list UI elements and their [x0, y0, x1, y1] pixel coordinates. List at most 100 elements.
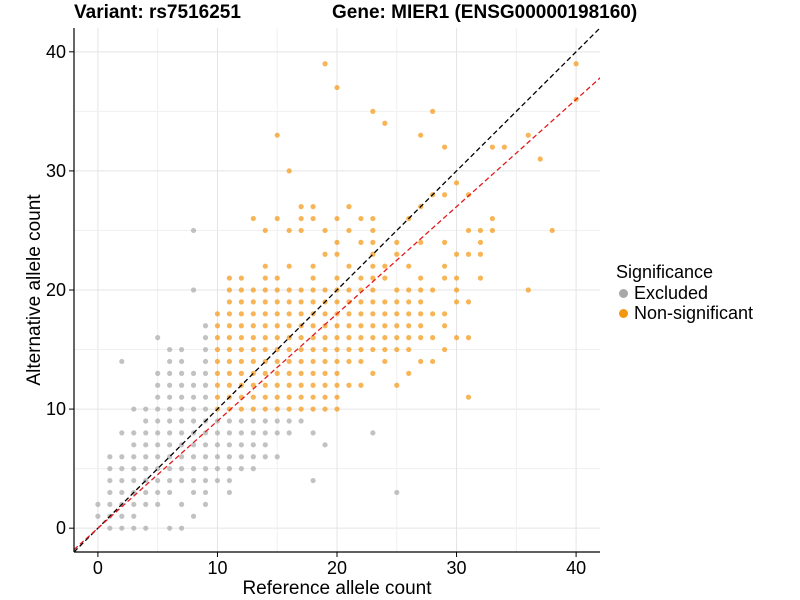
data-point-non-significant — [250, 299, 256, 305]
data-point-non-significant — [274, 370, 280, 376]
data-point-non-significant — [298, 335, 304, 341]
data-point-excluded — [262, 430, 268, 436]
data-point-non-significant — [310, 370, 316, 376]
data-point-non-significant — [334, 215, 340, 222]
data-point-non-significant — [226, 299, 233, 305]
data-point-excluded — [107, 501, 113, 507]
data-point-non-significant — [214, 346, 221, 353]
data-point-excluded — [202, 430, 209, 436]
data-point-excluded — [202, 406, 209, 412]
data-point-non-significant — [370, 311, 376, 317]
data-point-non-significant — [310, 382, 316, 388]
data-point-excluded — [143, 501, 149, 507]
data-point-excluded — [107, 477, 113, 484]
data-point-excluded — [238, 466, 244, 472]
data-point-excluded — [167, 477, 173, 484]
data-point-non-significant — [382, 120, 388, 126]
data-point-non-significant — [382, 346, 388, 353]
data-point-non-significant — [549, 227, 555, 234]
data-point-non-significant — [430, 335, 436, 341]
data-point-non-significant — [274, 299, 280, 305]
data-point-excluded — [107, 466, 113, 472]
y-tick-label: 0 — [56, 518, 66, 538]
data-point-non-significant — [238, 323, 244, 329]
data-point-excluded — [214, 442, 221, 448]
data-point-excluded — [131, 454, 137, 460]
data-point-excluded — [178, 418, 185, 424]
data-point-non-significant — [465, 192, 472, 198]
data-point-excluded — [131, 513, 137, 519]
data-point-excluded — [155, 430, 161, 436]
data-point-non-significant — [238, 370, 244, 376]
data-point-non-significant — [477, 227, 484, 234]
x-tick-label: 40 — [566, 558, 586, 578]
data-point-excluded — [322, 442, 328, 448]
data-point-non-significant — [430, 358, 436, 365]
data-point-non-significant — [370, 263, 376, 269]
data-point-excluded — [190, 370, 197, 376]
data-point-excluded — [262, 454, 268, 460]
data-point-excluded — [190, 287, 197, 293]
data-point-non-significant — [214, 394, 221, 400]
data-point-excluded — [250, 454, 256, 460]
data-point-non-significant — [382, 335, 388, 341]
data-point-non-significant — [286, 311, 292, 317]
legend-label-excluded: Excluded — [634, 283, 709, 303]
data-point-excluded — [250, 466, 256, 472]
data-point-non-significant — [406, 323, 412, 329]
data-point-non-significant — [370, 287, 376, 293]
data-point-non-significant — [394, 382, 400, 388]
data-point-non-significant — [346, 227, 352, 234]
data-point-excluded — [143, 418, 149, 424]
data-point-non-significant — [358, 358, 364, 365]
data-point-non-significant — [346, 204, 352, 210]
data-point-non-significant — [370, 370, 376, 376]
data-point-non-significant — [214, 323, 221, 329]
data-point-excluded — [143, 430, 149, 436]
y-axis-label: Alternative allele count — [24, 194, 45, 386]
chart-title-variant: Variant: rs7516251 — [74, 2, 241, 23]
data-point-excluded — [131, 477, 137, 484]
data-point-non-significant — [370, 108, 376, 114]
data-point-non-significant — [370, 335, 376, 341]
data-point-excluded — [190, 477, 197, 484]
data-point-non-significant — [262, 323, 268, 329]
data-point-non-significant — [226, 406, 233, 412]
data-point-excluded — [155, 335, 161, 341]
data-point-non-significant — [322, 346, 328, 353]
data-point-non-significant — [382, 358, 388, 365]
data-point-non-significant — [453, 251, 460, 257]
data-point-non-significant — [394, 251, 400, 257]
data-point-excluded — [250, 430, 256, 436]
chart-title-gene: Gene: MIER1 (ENSG00000198160) — [332, 2, 638, 23]
data-point-non-significant — [322, 382, 328, 388]
data-point-non-significant — [453, 275, 460, 281]
data-point-excluded — [394, 489, 400, 496]
data-point-excluded — [274, 418, 280, 424]
data-point-non-significant — [238, 275, 244, 281]
reference-line-identity — [74, 27, 600, 552]
data-point-non-significant — [274, 335, 280, 341]
data-point-non-significant — [406, 299, 412, 305]
data-point-excluded — [167, 382, 173, 388]
data-point-excluded — [131, 442, 137, 448]
data-point-non-significant — [525, 132, 531, 138]
data-point-non-significant — [418, 311, 424, 317]
data-point-non-significant — [286, 370, 292, 376]
data-point-excluded — [202, 466, 209, 472]
data-point-non-significant — [322, 251, 328, 257]
data-point-non-significant — [298, 311, 304, 317]
data-point-non-significant — [358, 275, 364, 281]
data-point-excluded — [95, 513, 101, 519]
data-point-non-significant — [370, 346, 376, 353]
data-point-non-significant — [226, 311, 233, 317]
data-point-excluded — [155, 382, 161, 388]
data-point-non-significant — [310, 204, 316, 210]
data-point-non-significant — [346, 358, 352, 365]
data-point-non-significant — [286, 263, 292, 269]
data-point-excluded — [178, 394, 185, 400]
data-point-non-significant — [262, 406, 268, 412]
data-point-non-significant — [334, 358, 340, 365]
data-point-non-significant — [453, 287, 460, 293]
data-point-non-significant — [226, 335, 233, 341]
